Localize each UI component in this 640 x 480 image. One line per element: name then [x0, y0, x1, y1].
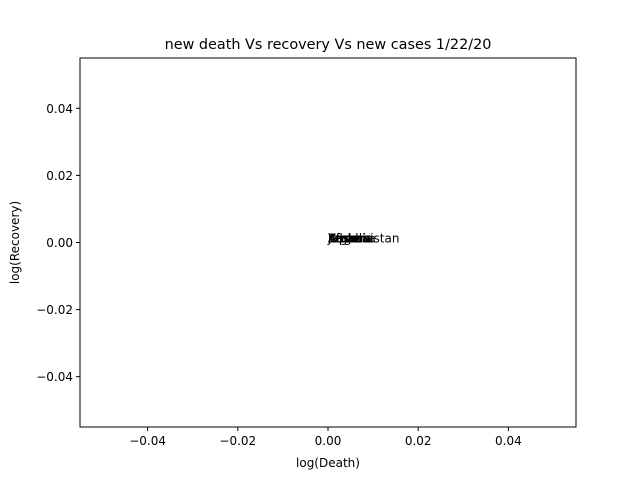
- x-tick-label: 0.04: [495, 434, 522, 448]
- x-tick-label: −0.02: [219, 434, 256, 448]
- x-tick-label: −0.04: [129, 434, 166, 448]
- point-labels: KosovoAfghanistanAlbaniaAndorraAngolaJap…: [327, 232, 399, 246]
- y-tick-label: −0.04: [36, 370, 73, 384]
- x-tick-label: 0.00: [315, 434, 342, 448]
- y-tick-label: 0.02: [46, 169, 73, 183]
- x-tick-label: 0.02: [405, 434, 432, 448]
- x-axis: −0.04 −0.02 0.00 0.02 0.04: [129, 427, 522, 448]
- x-axis-title: log(Death): [296, 456, 360, 470]
- chart-title: new death Vs recovery Vs new cases 1/22/…: [165, 37, 492, 53]
- y-tick-label: −0.02: [36, 303, 73, 317]
- y-tick-label: 0.04: [46, 102, 73, 116]
- point-label: Andorra: [328, 232, 376, 246]
- point-label: Japan: [327, 232, 361, 246]
- point-label: Zambia: [328, 232, 374, 246]
- y-axis: −0.04 −0.02 0.00 0.02 0.04: [36, 102, 80, 384]
- point-label: Angola: [328, 232, 369, 246]
- point-label: Albania: [328, 232, 373, 246]
- point-label: Kosovo: [328, 232, 371, 246]
- y-tick-label: 0.00: [46, 236, 73, 250]
- point-label: Afghanistan: [328, 232, 399, 246]
- y-axis-title: log(Recovery): [8, 201, 22, 284]
- point-label: Yemen: [327, 232, 368, 246]
